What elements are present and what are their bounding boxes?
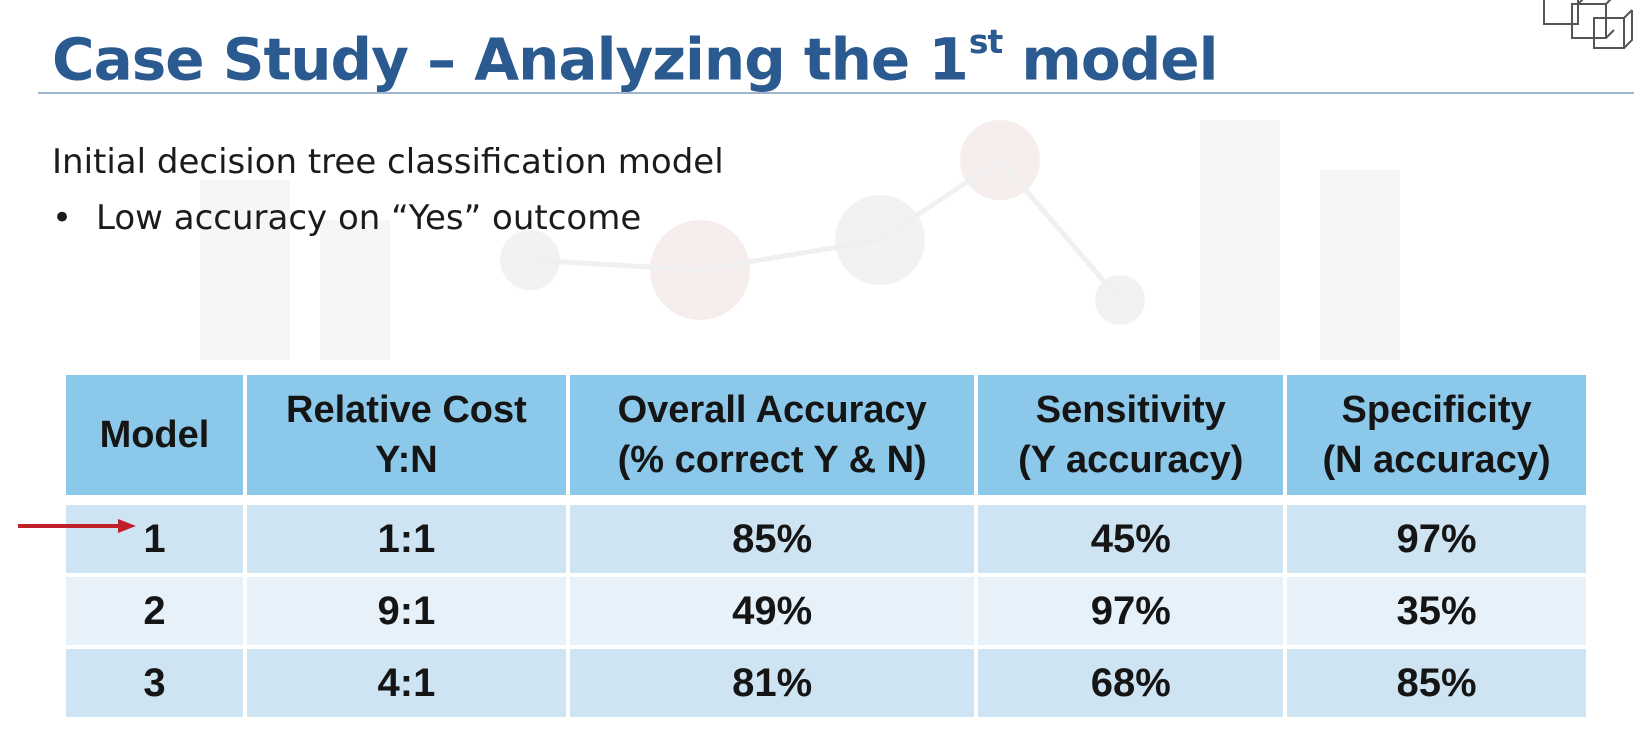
title-text-end: model bbox=[1002, 25, 1218, 94]
header-sensitivity: Sensitivity (Y accuracy) bbox=[976, 375, 1288, 505]
bullet-text: Low accuracy on “Yes” outcome bbox=[96, 198, 642, 238]
bullet-item: • Low accuracy on “Yes” outcome bbox=[52, 198, 641, 238]
slide-title: Case Study – Analyzing the 1st model bbox=[52, 8, 1218, 99]
cell-overall-accuracy: 81% bbox=[567, 647, 979, 721]
cell-relative-cost: 9:1 bbox=[244, 575, 570, 649]
bullet-marker: • bbox=[52, 198, 73, 238]
red-arrow-right-icon bbox=[18, 519, 136, 533]
cell-model: 1 bbox=[66, 500, 247, 577]
table-row: 1 1:1 85% 45% 97% bbox=[66, 500, 1586, 577]
title-divider bbox=[38, 92, 1634, 94]
table-row: 2 9:1 49% 97% 35% bbox=[66, 575, 1586, 649]
header-relative-cost: Relative Cost Y:N bbox=[244, 375, 570, 505]
cell-model: 2 bbox=[66, 575, 247, 649]
cell-relative-cost: 4:1 bbox=[244, 647, 570, 721]
header-model: Model bbox=[66, 375, 247, 505]
cell-relative-cost: 1:1 bbox=[244, 500, 570, 577]
header-overall-accuracy: Overall Accuracy (% correct Y & N) bbox=[567, 375, 979, 505]
model-results-table: Model Relative Cost Y:N Overall Accuracy(… bbox=[66, 375, 1586, 721]
cell-overall-accuracy: 85% bbox=[567, 500, 979, 577]
table-header-row: Model Relative Cost Y:N Overall Accuracy(… bbox=[66, 375, 1586, 505]
boxes-icon bbox=[1543, 0, 1633, 49]
header-specificity: Specificity (N accuracy) bbox=[1285, 375, 1586, 505]
title-text: Case Study – Analyzing the 1 bbox=[52, 25, 969, 94]
cell-specificity: 97% bbox=[1285, 500, 1586, 577]
cell-specificity: 35% bbox=[1285, 575, 1586, 649]
cell-specificity: 85% bbox=[1285, 647, 1586, 721]
cell-sensitivity: 97% bbox=[976, 575, 1288, 649]
cell-overall-accuracy: 49% bbox=[567, 575, 979, 649]
results-table-container: Model Relative Cost Y:N Overall Accuracy(… bbox=[66, 375, 1586, 721]
cell-model: 3 bbox=[66, 647, 247, 721]
title-superscript: st bbox=[968, 22, 1003, 61]
cell-sensitivity: 45% bbox=[976, 500, 1288, 577]
slide-subtitle: Initial decision tree classification mod… bbox=[52, 142, 724, 182]
table-row: 3 4:1 81% 68% 85% bbox=[66, 647, 1586, 721]
cell-sensitivity: 68% bbox=[976, 647, 1288, 721]
